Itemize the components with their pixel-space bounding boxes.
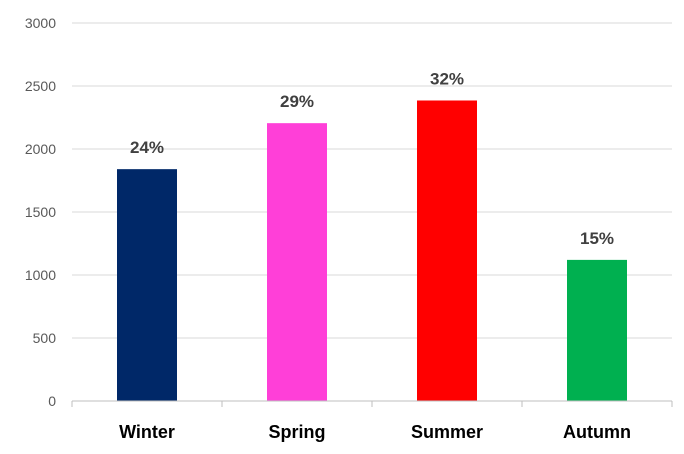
y-tick-label: 2500 <box>25 78 56 94</box>
bar-summer <box>417 100 477 402</box>
x-category-label-autumn: Autumn <box>563 422 631 442</box>
y-tick-label: 1500 <box>25 204 56 220</box>
bars <box>117 100 627 402</box>
data-label-spring: 29% <box>280 92 314 111</box>
bar-winter <box>117 169 177 401</box>
x-axis: Winter Spring Summer Autumn <box>71 400 673 442</box>
y-tick-label: 2000 <box>25 141 56 157</box>
data-label-summer: 32% <box>430 69 464 88</box>
bar-autumn <box>567 259 627 401</box>
y-tick-label: 500 <box>33 330 57 346</box>
x-category-label-summer: Summer <box>411 422 483 442</box>
y-tick-label: 0 <box>48 393 56 409</box>
y-tick-label: 3000 <box>25 15 56 31</box>
data-label-winter: 24% <box>130 138 164 157</box>
y-tick-label: 1000 <box>25 267 56 283</box>
bar-spring <box>267 123 327 402</box>
data-labels: 24% 29% 32% 15% <box>130 69 614 247</box>
y-axis-ticks: 0 500 1000 1500 2000 2500 3000 <box>25 15 56 409</box>
x-category-label-winter: Winter <box>119 422 175 442</box>
x-category-label-spring: Spring <box>269 422 326 442</box>
data-label-autumn: 15% <box>580 229 614 248</box>
